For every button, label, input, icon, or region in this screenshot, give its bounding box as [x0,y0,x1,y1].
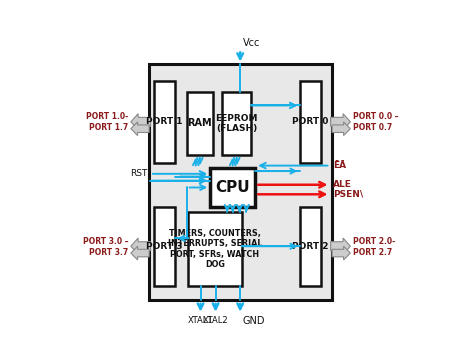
Text: GND: GND [243,317,265,327]
Text: ALE: ALE [333,180,352,189]
Text: PORT 3.7: PORT 3.7 [89,248,128,257]
Text: PORT 0.7: PORT 0.7 [353,124,392,132]
Polygon shape [131,114,151,130]
FancyBboxPatch shape [222,92,251,155]
Text: ĒĀ: ĒĀ [333,161,346,170]
FancyBboxPatch shape [188,212,242,286]
FancyBboxPatch shape [154,207,174,286]
Text: PORT 1.0-: PORT 1.0- [86,113,128,121]
Text: RAM: RAM [188,118,212,128]
FancyBboxPatch shape [301,207,321,286]
Polygon shape [131,246,149,260]
Polygon shape [331,114,350,130]
Text: PORT 0.0 –: PORT 0.0 – [353,113,399,121]
FancyBboxPatch shape [149,65,332,300]
Text: XTAL1: XTAL1 [188,317,213,326]
Polygon shape [332,246,350,260]
Polygon shape [131,238,151,255]
FancyBboxPatch shape [187,92,213,155]
Text: Vcc: Vcc [243,38,260,48]
Text: PORT 3.0 –: PORT 3.0 – [82,237,128,246]
Text: RST: RST [130,169,147,178]
Text: PORT 0: PORT 0 [292,118,329,126]
FancyBboxPatch shape [154,81,174,163]
Polygon shape [131,122,149,136]
Text: XTAL2: XTAL2 [203,317,228,326]
Text: PSEN\: PSEN\ [333,190,363,199]
Text: PORT 2: PORT 2 [292,242,329,251]
Text: EEPROM
(FLASH): EEPROM (FLASH) [216,114,258,133]
Text: PORT 2.7: PORT 2.7 [353,248,392,257]
Polygon shape [332,122,350,136]
Polygon shape [331,238,350,255]
FancyBboxPatch shape [301,81,321,163]
Text: PORT 3: PORT 3 [146,242,182,251]
Text: PORT 2.0-: PORT 2.0- [353,237,395,246]
Text: PORT 1.7: PORT 1.7 [89,124,128,132]
Text: TIMERS, COUNTERS,
INTERRUPTS, SERIAL
PORT, SFRs, WATCH
DOG: TIMERS, COUNTERS, INTERRUPTS, SERIAL POR… [168,229,262,269]
Text: CPU: CPU [215,180,250,195]
FancyBboxPatch shape [210,168,255,207]
Text: PORT 1: PORT 1 [146,118,182,126]
